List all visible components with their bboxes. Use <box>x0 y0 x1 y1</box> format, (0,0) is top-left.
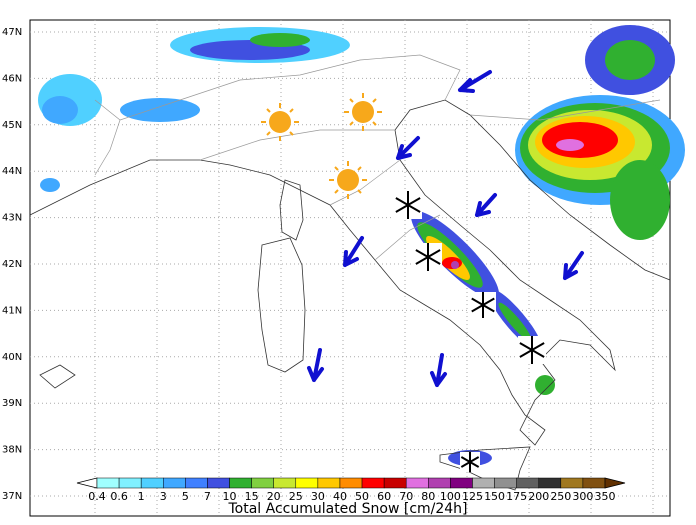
lat-label: 37N <box>2 491 22 502</box>
colorbar-label: 150 <box>484 490 505 503</box>
colorbar-box <box>538 477 562 489</box>
snowflake-icons <box>394 191 546 472</box>
colorbar-box <box>472 477 495 489</box>
colorbar-label: 80 <box>421 490 435 503</box>
colorbar-end <box>604 477 626 489</box>
colorbar: 0.4 0.6 1 3 5 7 10 15 20 25 30 40 50 60 70 80 100 125 150 1… <box>76 477 626 503</box>
colorbar-label: 40 <box>333 490 347 503</box>
colorbar-box <box>405 477 429 489</box>
colorbar-label: 3 <box>160 490 167 503</box>
snowflake-arm <box>519 342 545 358</box>
lat-label: 47N <box>2 27 22 38</box>
colorbar-label: 300 <box>572 490 593 503</box>
lat-label: 38N <box>2 445 22 456</box>
colorbar-label: 350 <box>595 490 616 503</box>
colorbar-label: 25 <box>289 490 303 503</box>
colorbar-box <box>140 477 164 489</box>
colorbar-box <box>317 477 341 489</box>
colorbar-box <box>361 477 385 489</box>
borders <box>94 54 661 261</box>
colorbar-label: 1 <box>138 490 145 503</box>
colorbar-box <box>494 477 517 489</box>
colorbar-label: 250 <box>550 490 571 503</box>
latitude-labels: 47N 46N 45N 44N 43N 42N 41N 40N 39N 38N 37N <box>2 27 22 502</box>
colorbar-label: 0.6 <box>110 490 128 503</box>
colorbar-label: 70 <box>399 490 413 503</box>
colorbar-label: 5 <box>182 490 189 503</box>
colorbar-label: 125 <box>462 490 483 503</box>
lat-label: 46N <box>2 73 22 84</box>
lat-label: 45N <box>2 120 22 131</box>
colorbar-box <box>229 477 252 489</box>
snowflake <box>470 292 496 318</box>
snowflake <box>518 336 546 364</box>
snowflake <box>460 452 480 472</box>
lat-label: 44N <box>2 166 22 177</box>
colorbar-label: 100 <box>440 490 461 503</box>
lat-label: 39N <box>2 398 22 409</box>
snowflake-arm <box>395 197 421 213</box>
snowflake-arm <box>460 456 480 468</box>
colorbar-box <box>428 477 451 489</box>
snowflake <box>394 191 422 219</box>
colorbar-box <box>582 477 606 489</box>
colorbar-box <box>185 477 208 489</box>
colorbar-box <box>163 477 186 489</box>
colorbar-title: Total Accumulated Snow [cm/24h] <box>227 501 467 517</box>
colorbar-label: 15 <box>245 490 259 503</box>
colorbar-box <box>295 477 319 489</box>
lat-label: 42N <box>2 259 22 270</box>
colorbar-label: 20 <box>267 490 281 503</box>
colorbar-box <box>251 477 274 489</box>
colorbar-box <box>207 477 230 489</box>
colorbar-label: 200 <box>528 490 549 503</box>
colorbar-label: 30 <box>311 490 325 503</box>
snowflake-arm <box>415 249 441 265</box>
snowflake <box>414 243 442 271</box>
colorbar-label: 175 <box>506 490 527 503</box>
wind-arrows <box>307 70 584 387</box>
snowflake-arm <box>471 297 495 313</box>
sun-icons <box>261 93 382 199</box>
colorbar-label: 0.4 <box>88 490 106 503</box>
lat-label: 41N <box>2 305 22 316</box>
lat-label: 40N <box>2 352 22 363</box>
colorbar-label: 7 <box>204 490 211 503</box>
colorbar-box <box>560 477 584 489</box>
colorbar-box <box>516 477 539 489</box>
colorbar-label: 10 <box>223 490 237 503</box>
colorbar-box <box>96 477 120 489</box>
colorbar-box <box>450 477 473 489</box>
coastlines <box>29 99 671 491</box>
lat-label: 43N <box>2 213 22 224</box>
colorbar-box <box>118 477 142 489</box>
colorbar-box <box>339 477 363 489</box>
colorbar-box <box>383 477 407 489</box>
colorbar-box <box>273 477 297 489</box>
colorbar-label: 60 <box>377 490 391 503</box>
colorbar-label: 50 <box>355 490 369 503</box>
